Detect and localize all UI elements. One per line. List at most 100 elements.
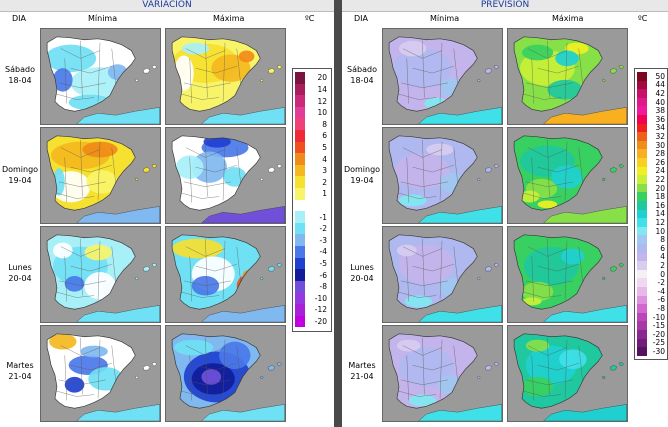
legend-value: 14 [655, 209, 665, 219]
forecast-unit-header: ºC [638, 14, 648, 23]
legend-value: 10 [317, 108, 327, 118]
legend-swatch [637, 244, 647, 253]
forecast-title: PREVISION [342, 0, 668, 12]
legend-value: -8 [319, 282, 327, 292]
legend-swatch [637, 312, 647, 322]
north-africa-region [201, 404, 285, 421]
legend-value: 22 [655, 175, 665, 184]
legend-swatch [295, 304, 305, 316]
forecast-min-map-0[interactable] [382, 28, 503, 125]
north-africa-region [76, 404, 160, 421]
forecast-max-map-1[interactable] [507, 127, 628, 224]
legend-value: 40 [655, 97, 665, 107]
map-svg [166, 29, 285, 124]
variation-min-map-3[interactable] [40, 325, 161, 422]
legend-value: 2 [660, 261, 665, 270]
balearic-islands [260, 362, 283, 380]
panel-separator [334, 0, 342, 427]
map-svg [383, 326, 502, 421]
forecast-max-map-3[interactable] [507, 325, 628, 422]
balearic-islands [477, 164, 500, 182]
variation-min-map-1[interactable] [40, 127, 161, 224]
legend-swatch [295, 246, 305, 258]
north-africa-region [418, 206, 502, 223]
legend-swatch [637, 106, 647, 115]
map-svg [383, 227, 502, 322]
variation-min-map-2[interactable] [40, 226, 161, 323]
legend-value: -6 [657, 295, 665, 305]
variation-max-header: Máxima [213, 14, 245, 23]
variation-max-map-1[interactable] [165, 127, 286, 224]
legend-value: 2 [322, 177, 327, 187]
legend-swatch [637, 115, 647, 124]
map-svg [508, 326, 627, 421]
legend-swatch [295, 83, 305, 96]
legend-value: 24 [655, 166, 665, 176]
legend-swatch [637, 347, 647, 356]
legend-value: -5 [319, 258, 327, 268]
legend-swatch [295, 95, 305, 107]
legend-swatch [637, 338, 647, 348]
map-svg [383, 128, 502, 223]
legend-value: -12 [314, 305, 327, 315]
legend-swatch [637, 175, 647, 184]
north-africa-region [543, 206, 627, 223]
legend-swatch [295, 269, 305, 281]
balearic-islands [260, 164, 283, 182]
legend-swatch [637, 201, 647, 210]
legend-swatch [637, 132, 647, 141]
variation-unit-header: ºC [305, 14, 315, 23]
forecast-max-map-0[interactable] [507, 28, 628, 125]
variation-max-map-2[interactable] [165, 226, 286, 323]
legend-value: 50 [655, 71, 665, 81]
legend-value: 0 [660, 269, 665, 279]
legend-swatch [637, 321, 647, 330]
variation-panel: VARIACION DIA Mínima Máxima ºC Sábado 18-… [0, 0, 334, 427]
legend-value: 20 [317, 73, 327, 83]
north-africa-region [543, 404, 627, 421]
variation-max-map-3[interactable] [165, 325, 286, 422]
north-africa-region [543, 107, 627, 124]
balearic-islands [260, 263, 283, 281]
north-africa-region [418, 107, 502, 124]
forecast-min-map-3[interactable] [382, 325, 503, 422]
legend-value: 6 [660, 243, 665, 253]
variation-max-map-0[interactable] [165, 28, 286, 125]
legend-swatch [637, 269, 647, 279]
map-svg [508, 227, 627, 322]
legend-value: -25 [652, 338, 665, 348]
north-africa-region [76, 206, 160, 223]
legend-swatch [637, 140, 647, 150]
forecast-min-map-1[interactable] [382, 127, 503, 224]
variation-day-label-2: Lunes 20-04 [8, 263, 32, 283]
legend-value: 4 [660, 252, 665, 262]
balearic-islands [477, 263, 500, 281]
map-svg [41, 227, 160, 322]
variation-day-label-3: Martes 21-04 [6, 361, 34, 381]
forecast-max-map-2[interactable] [507, 226, 628, 323]
legend-value: -10 [652, 312, 665, 322]
forecast-panel: PREVISION DIA Mínima Máxima ºC Sábado 18-… [342, 0, 668, 427]
legend-swatch [637, 123, 647, 133]
map-svg [41, 128, 160, 223]
forecast-day-label-0: Sábado 18-04 [347, 65, 377, 85]
legend-swatch [637, 235, 647, 244]
forecast-min-map-2[interactable] [382, 226, 503, 323]
legend-swatch [637, 72, 647, 81]
balearic-islands [260, 65, 283, 83]
variation-min-header: Mínima [88, 14, 118, 23]
legend-value: 3 [322, 166, 327, 176]
legend-value: 16 [655, 200, 665, 210]
legend-swatch [637, 261, 647, 270]
legend-swatch [295, 176, 305, 188]
legend-value: -1 [319, 212, 327, 222]
balearic-islands [135, 65, 158, 83]
legend-value: -10 [314, 293, 327, 303]
balearic-islands [602, 65, 625, 83]
map-svg [166, 227, 285, 322]
legend-value: 5 [322, 142, 327, 152]
legend-swatch [295, 141, 305, 154]
legend-swatch [637, 209, 647, 219]
legend-value: 38 [655, 106, 665, 116]
variation-min-map-0[interactable] [40, 28, 161, 125]
